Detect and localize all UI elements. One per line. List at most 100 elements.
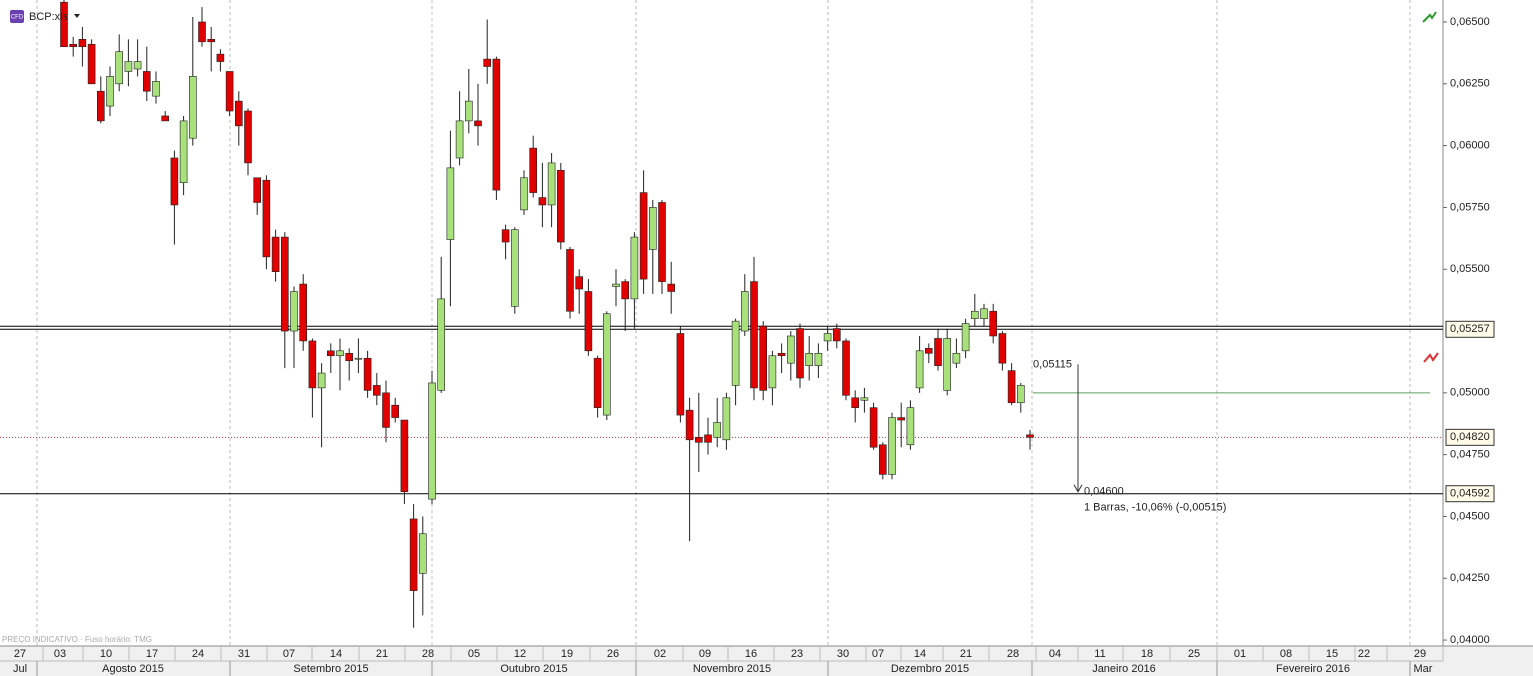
candle-body	[225, 71, 234, 112]
candle-body	[1026, 434, 1034, 438]
candle-body	[750, 281, 758, 389]
month-label: Outubro 2015	[500, 663, 567, 675]
candle-body	[446, 167, 455, 240]
x-tick-label: 29	[1414, 648, 1426, 660]
candle-body	[345, 352, 354, 362]
candle-body	[179, 120, 188, 183]
x-tick-label: 14	[330, 648, 342, 660]
candle-body	[299, 283, 308, 342]
candle-body	[777, 352, 786, 357]
candle-body	[97, 90, 105, 122]
candle-body	[648, 207, 657, 250]
x-tick-label: 18	[1141, 648, 1153, 660]
candle-body	[823, 333, 832, 342]
candle-body	[851, 397, 860, 408]
x-tick-label: 25	[1188, 648, 1200, 660]
candle-body	[317, 372, 326, 389]
candle-body	[602, 313, 611, 416]
symbol-icon[interactable]	[10, 10, 24, 23]
x-tick-label: 28	[1007, 648, 1019, 660]
y-tick-label: 0,04250	[1450, 572, 1490, 584]
month-label: Setembro 2015	[293, 663, 368, 675]
y-tick-label: 0,06500	[1450, 16, 1490, 28]
x-tick-label: 16	[745, 648, 757, 660]
candle-body	[924, 348, 933, 354]
candle-body	[437, 298, 446, 391]
month-label: Jul	[13, 663, 27, 675]
month-label: Fevereiro 2016	[1276, 663, 1350, 675]
candle-body	[630, 236, 639, 300]
candle-body	[566, 249, 574, 312]
candle-body	[1016, 385, 1025, 404]
candle-body	[400, 419, 409, 493]
candle-body	[235, 100, 243, 127]
candle-body	[612, 283, 620, 287]
candle-body	[262, 179, 271, 258]
x-tick-label: 21	[960, 648, 972, 660]
y-tick-label: 0,04000	[1450, 634, 1490, 646]
candle-body	[280, 236, 289, 332]
candle-body	[152, 81, 160, 97]
candle-body	[897, 417, 906, 421]
candle-body	[474, 120, 482, 127]
candle-body	[915, 350, 924, 389]
x-tick-label: 28	[422, 648, 434, 660]
candle-body	[501, 229, 510, 243]
x-tick-label: 31	[238, 648, 250, 660]
candle-body	[934, 338, 942, 366]
candle-body	[676, 333, 685, 416]
x-tick-label: 24	[192, 648, 204, 660]
candle-body	[842, 340, 850, 396]
x-tick-label: 23	[791, 648, 803, 660]
candle-body	[133, 61, 142, 70]
candle-body	[363, 357, 372, 391]
measure-from: 0,05115	[1033, 358, 1072, 370]
candle-body	[731, 320, 740, 386]
trend-icon[interactable]	[1422, 11, 1437, 23]
symbol[interactable]: BCP:xls	[29, 11, 69, 23]
x-tick-label: 07	[872, 648, 884, 660]
candle-body	[455, 120, 464, 159]
candle-body	[69, 43, 77, 48]
candle-body	[952, 352, 961, 364]
candle-body	[372, 385, 381, 396]
candle-body	[189, 76, 197, 139]
candle-body	[87, 43, 96, 85]
candle-body	[786, 335, 795, 364]
symbol-dropdown[interactable]	[74, 14, 80, 18]
y-tick-label: 0,05500	[1450, 263, 1490, 275]
level-label-box	[1445, 428, 1495, 446]
x-tick-label: 27	[14, 648, 26, 660]
measure-to: 0,04600	[1084, 486, 1124, 498]
candle-body	[382, 392, 390, 428]
candle-body	[409, 518, 418, 591]
candle-body	[961, 323, 970, 352]
candle-body	[336, 350, 344, 357]
x-tick-label: 01	[1234, 648, 1246, 660]
candle-body	[538, 197, 547, 206]
candle-body	[740, 291, 749, 332]
x-tick-label: 17	[146, 648, 158, 660]
alert-icon[interactable]	[1423, 352, 1439, 363]
candle-body	[464, 100, 473, 122]
candle-body	[354, 357, 363, 360]
plot: 0,05115 0,04600 1 Barras, -10,06% (-0,0051…	[0, 0, 1443, 646]
candle-body	[658, 202, 666, 282]
x-tick-label: 03	[54, 648, 66, 660]
candle-body	[860, 397, 869, 401]
candle-body	[290, 291, 298, 332]
x-tick-label: 05	[468, 648, 480, 660]
candle-body	[253, 177, 261, 203]
candle-body	[639, 192, 648, 280]
candle-body	[106, 76, 114, 107]
y-tick-label: 0,05750	[1450, 201, 1490, 213]
candle-body	[584, 291, 593, 352]
candle-body	[492, 58, 501, 191]
candle-body	[694, 437, 703, 443]
level-label: 0,04592	[1450, 488, 1490, 500]
candle-body	[1007, 370, 1016, 404]
candle-body	[418, 533, 427, 574]
candle-body	[989, 310, 998, 337]
candle-body	[529, 147, 538, 193]
